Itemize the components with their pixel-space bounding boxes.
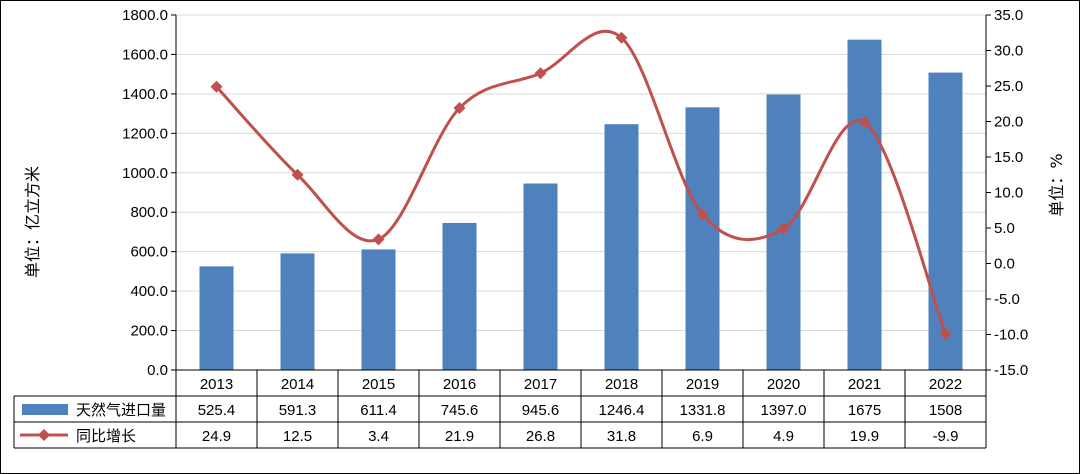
right-tick-label: 15.0 <box>994 149 1023 166</box>
bar-2019 <box>685 107 720 370</box>
import-value: 525.4 <box>198 402 236 419</box>
category-label: 2021 <box>848 376 881 393</box>
import-value: 1508 <box>929 402 962 419</box>
category-label: 2019 <box>686 376 719 393</box>
category-label: 2014 <box>281 376 314 393</box>
growth-point-2022 <box>939 327 952 340</box>
growth-point-2016 <box>453 102 466 115</box>
legend-bar-key <box>22 404 68 415</box>
left-tick-label: 1600.0 <box>122 46 168 63</box>
import-value: 1397.0 <box>761 402 807 419</box>
bar-2014 <box>280 253 315 370</box>
right-tick-label: 30.0 <box>994 43 1023 60</box>
left-tick-label: 0.0 <box>147 362 168 379</box>
category-label: 2013 <box>200 376 233 393</box>
legend-line-marker <box>38 429 50 441</box>
right-tick-label: 5.0 <box>994 220 1015 237</box>
left-tick-label: 800.0 <box>130 204 168 221</box>
left-tick-label: 1800.0 <box>122 7 168 24</box>
bar-2016 <box>442 222 477 370</box>
growth-point-2019 <box>696 208 709 221</box>
growth-point-2014 <box>291 168 304 181</box>
growth-line <box>215 29 947 335</box>
right-tick-label: -5.0 <box>994 291 1020 308</box>
right-tick-label: 20.0 <box>994 114 1023 131</box>
bar-2013 <box>199 266 234 370</box>
bar-2021 <box>847 39 882 371</box>
growth-value: 31.8 <box>607 428 636 445</box>
import-value: 611.4 <box>360 402 396 419</box>
growth-value: 12.5 <box>283 428 312 445</box>
import-value: 1246.4 <box>599 402 645 419</box>
growth-value: 24.9 <box>202 428 231 445</box>
import-value: 745.6 <box>441 402 479 419</box>
import-value: 1331.8 <box>680 402 726 419</box>
growth-value: 6.9 <box>692 428 713 445</box>
right-axis-ticks: -15.0 -10.0 -5.0 0.0 5.0 10.0 15.0 20.0 25.0 30.0… <box>986 7 1028 379</box>
growth-point-2015 <box>372 233 385 246</box>
right-tick-label: 25.0 <box>994 78 1023 95</box>
left-tick-label: 200.0 <box>130 323 168 340</box>
growth-value: 4.9 <box>773 428 794 445</box>
import-value: 1675 <box>848 402 881 419</box>
category-label: 2018 <box>605 376 638 393</box>
left-axis-title: 单位：亿立方米 <box>23 166 42 278</box>
right-tick-label: 35.0 <box>994 7 1023 24</box>
growth-point-2021 <box>858 116 871 129</box>
bar-2015 <box>361 249 396 370</box>
growth-value: 26.8 <box>526 428 555 445</box>
growth-point-2018 <box>615 31 628 44</box>
growth-value: 19.9 <box>850 428 879 445</box>
import-value: 591.3 <box>279 402 317 419</box>
line-series <box>210 29 952 340</box>
data-table: 2013 2014 2015 2016 2017 2018 2019 2020 2021 2022… <box>13 369 987 449</box>
category-label: 2022 <box>929 376 962 393</box>
legend-line-label: 同比增长 <box>76 427 136 445</box>
legend-bar-label: 天然气进口量 <box>76 401 166 419</box>
left-tick-label: 1200.0 <box>122 125 168 142</box>
growth-value: -9.9 <box>933 428 959 445</box>
bar-2018 <box>604 124 639 370</box>
growth-value: 3.4 <box>368 428 389 445</box>
left-tick-label: 600.0 <box>130 244 168 261</box>
category-label: 2016 <box>443 376 476 393</box>
category-label: 2020 <box>767 376 800 393</box>
bar-2017 <box>523 183 558 370</box>
growth-value: 21.9 <box>445 428 474 445</box>
right-tick-label: -10.0 <box>994 327 1028 344</box>
left-axis-ticks: 0.0 200.0 400.0 600.0 800.0 1000.0 1200.0 1400.… <box>122 7 176 379</box>
growth-point-2017 <box>534 67 547 80</box>
left-tick-label: 1400.0 <box>122 86 168 103</box>
category-label: 2015 <box>362 376 395 393</box>
left-tick-label: 1000.0 <box>122 165 168 182</box>
growth-point-2020 <box>777 222 790 235</box>
import-value: 945.6 <box>522 402 560 419</box>
right-tick-label: -15.0 <box>994 362 1028 379</box>
bar-2022 <box>928 72 963 370</box>
right-tick-label: 0.0 <box>994 256 1015 273</box>
right-axis-title: 单位：% <box>1047 153 1066 216</box>
bar-series <box>199 39 963 371</box>
right-tick-label: 10.0 <box>994 185 1023 202</box>
category-label: 2017 <box>524 376 557 393</box>
left-tick-label: 400.0 <box>130 283 168 300</box>
growth-point-2013 <box>210 80 223 93</box>
